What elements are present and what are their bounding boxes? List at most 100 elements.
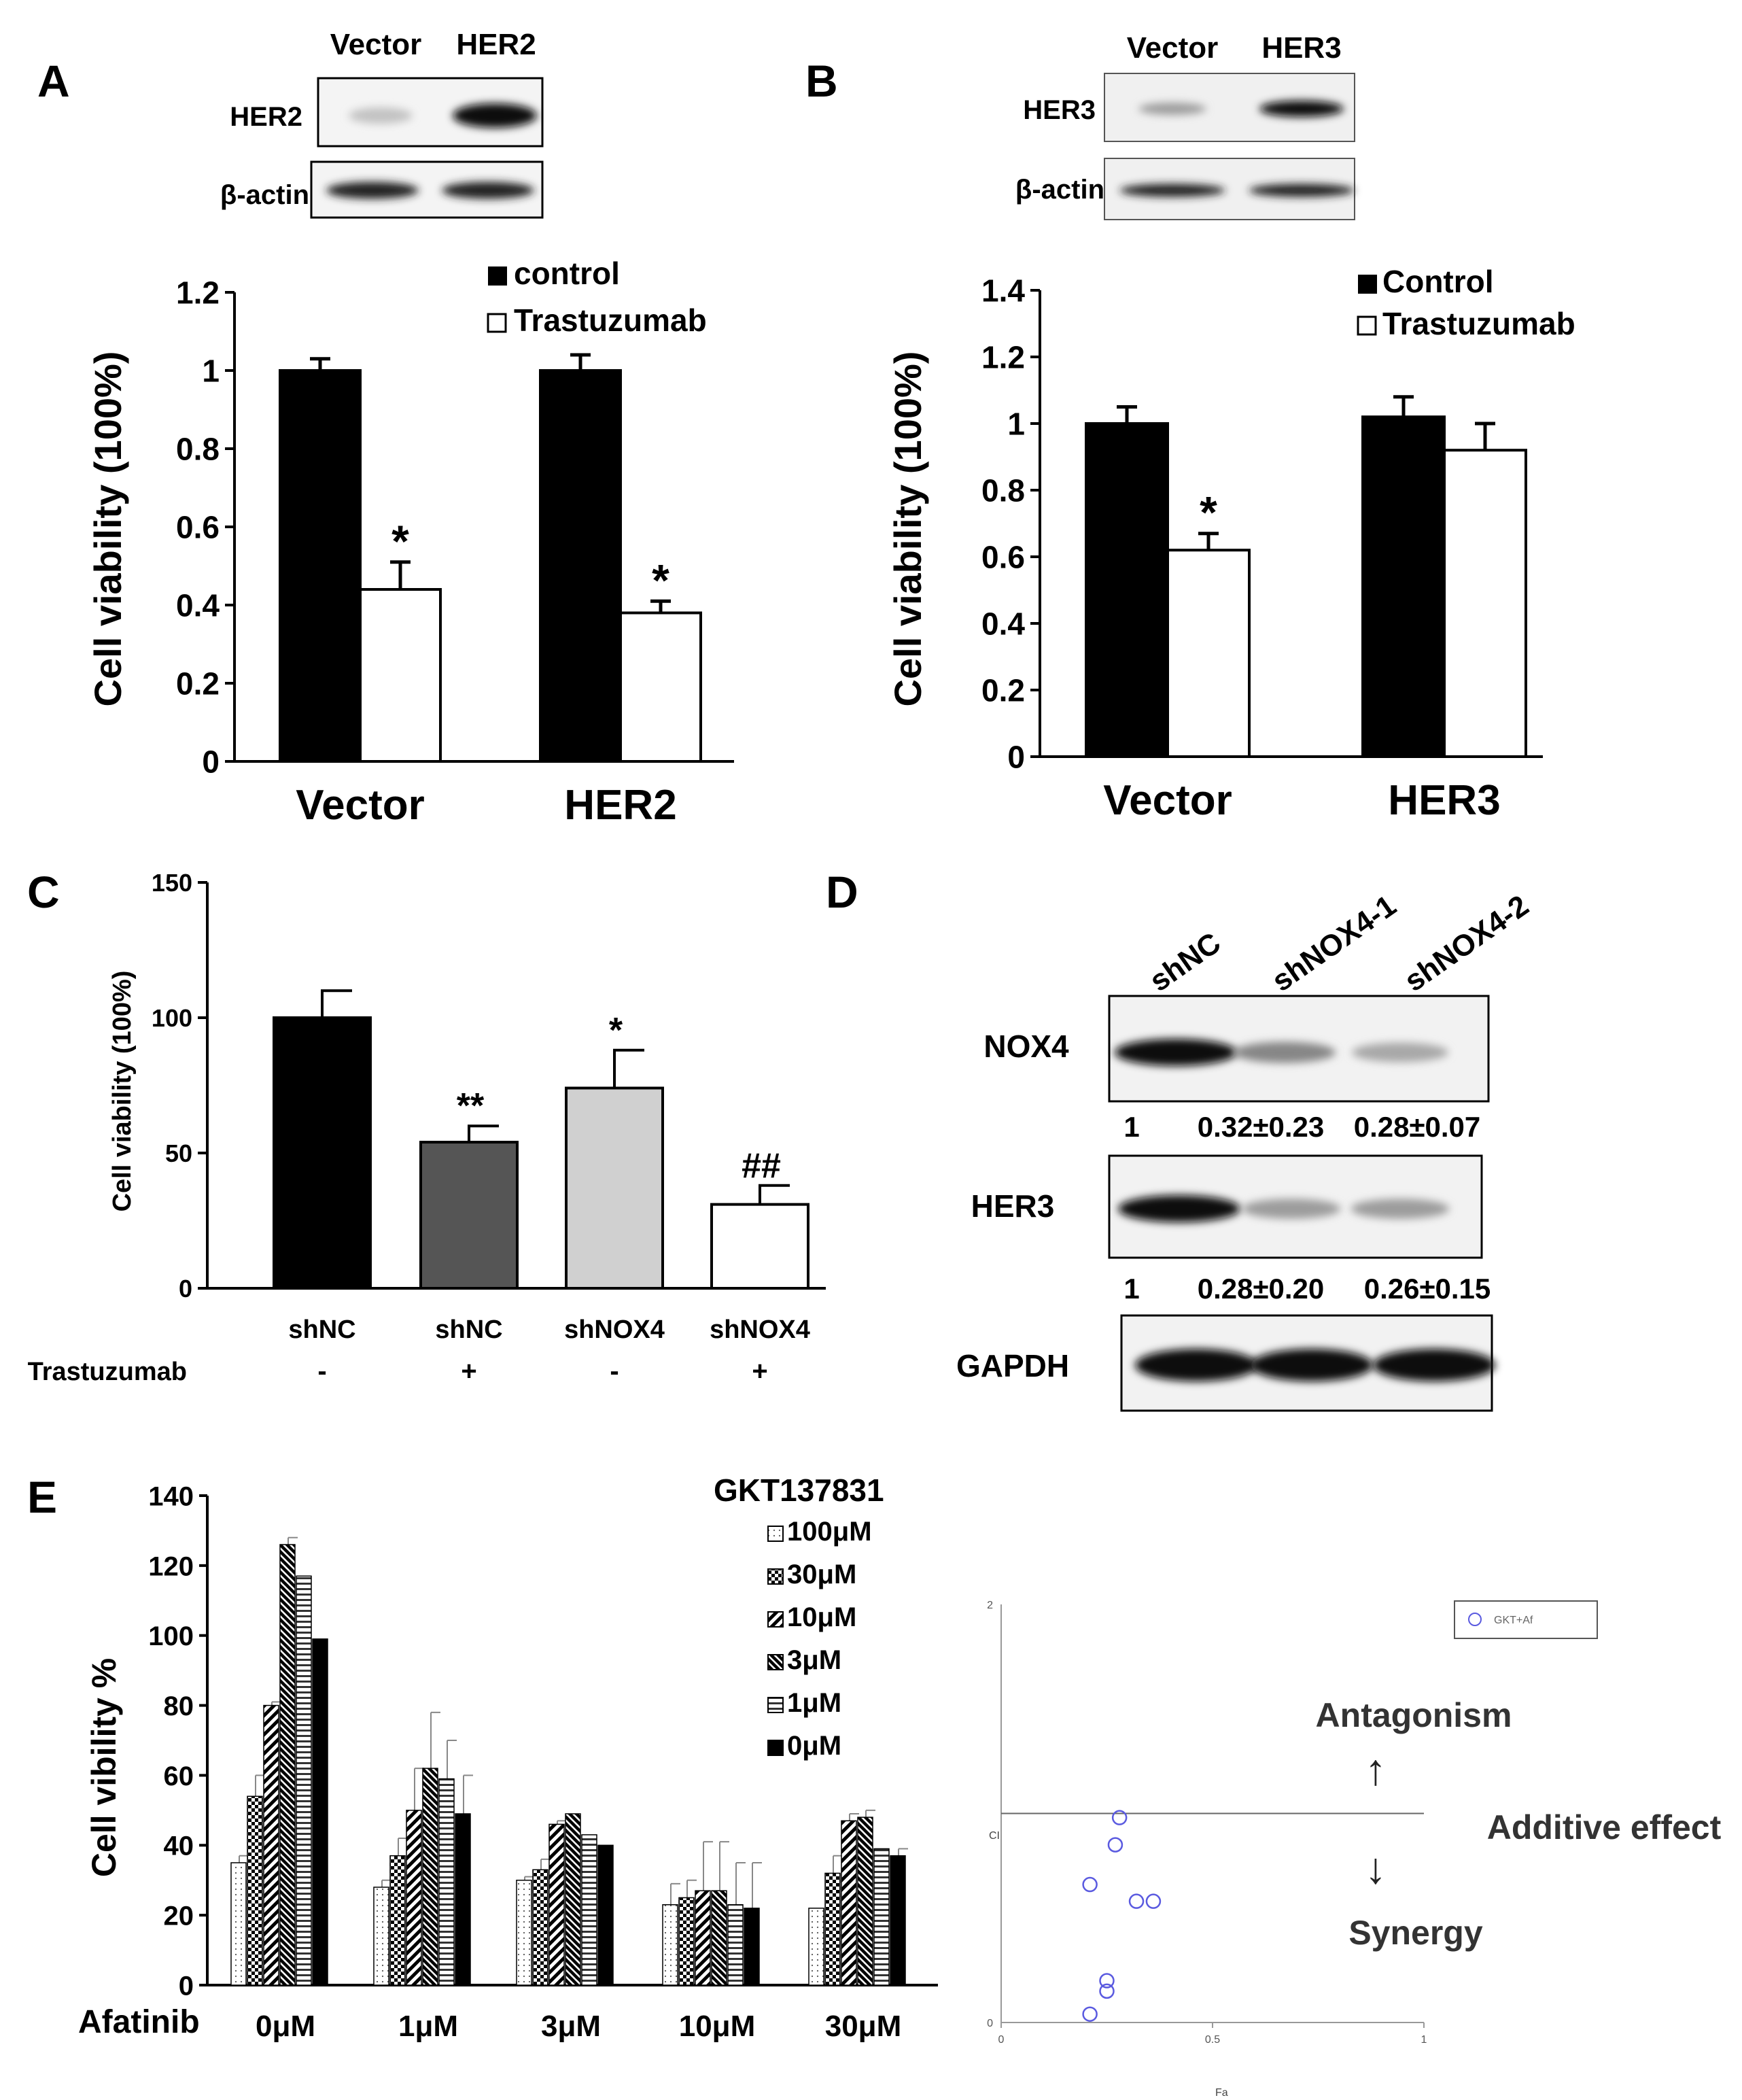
chart-a-ylabel: Cell viability (100%) xyxy=(86,351,129,707)
chart-e-legend-label: 30μM xyxy=(787,1560,856,1589)
chart-b-bar-trastuzumab xyxy=(1443,449,1527,758)
chart-e2-y-tick-label: 0 xyxy=(987,2018,993,2029)
chart-b-ylabel: Cell viability (100%) xyxy=(886,351,929,707)
blot-d-row-nox4-label: NOX4 xyxy=(983,1029,1069,1064)
chart-e-bar-30μM xyxy=(247,1795,263,1986)
chart-e-legend-label: 10μM xyxy=(787,1602,856,1632)
chart-e-legend-label: 100μM xyxy=(787,1517,872,1547)
chart-e2-y-tick-label: 2 xyxy=(987,1600,993,1611)
blot-d-her3-quant-3: 0.26±0.15 xyxy=(1364,1273,1491,1305)
chart-a-bar-control xyxy=(539,369,622,763)
chart-e-legend-label: 3μM xyxy=(787,1645,841,1675)
chart-e: 0 20 40 60 80 100 120 140 0μM 1μM 3μM 10μM 30μM Cell… xyxy=(78,1473,938,2043)
chart-e2-annotation-additive: Additive effect xyxy=(1487,1808,1722,1846)
chart-b-legend-control: Control xyxy=(1382,264,1494,299)
arrow-up-icon: ↑ xyxy=(1365,1745,1387,1794)
chart-a-significance-mark: * xyxy=(652,555,669,605)
chart-b-y-tick-label: 1 xyxy=(1007,407,1025,442)
chart-e-y-tick-label: 40 xyxy=(164,1831,194,1861)
blot-a-band xyxy=(326,182,419,199)
blot-a-band xyxy=(442,182,534,199)
chart-c-y-tick-label: 100 xyxy=(152,1004,192,1032)
chart-e-bar-30μM xyxy=(678,1897,695,1986)
chart-b-y-tick-label: 0.4 xyxy=(981,606,1025,642)
chart-c-y-tick-label: 0 xyxy=(179,1275,192,1303)
blot-d-band xyxy=(1115,1039,1237,1066)
chart-e-bar-3μM xyxy=(422,1768,438,1986)
chart-e2-point xyxy=(1099,1983,1115,1999)
chart-a-y-tick-label: 1.2 xyxy=(176,275,220,311)
blot-d-band xyxy=(1135,1349,1257,1381)
chart-c-bar xyxy=(419,1141,519,1290)
chart-e-bar-30μM xyxy=(824,1872,841,1986)
blot-d-band xyxy=(1242,1199,1341,1219)
chart-e-bar-100μM xyxy=(230,1862,247,1986)
chart-e-x-tick-label: 0μM xyxy=(256,2010,315,2043)
chart-b: 0 0.2 0.4 0.6 0.8 1 1.2 1.4 Vector * HER3 Cell via… xyxy=(886,264,1575,824)
chart-e-bar-100μM xyxy=(808,1908,824,1986)
chart-a-y-tick-label: 1 xyxy=(202,354,220,389)
blot-d-nox4-quant-1: 1 xyxy=(1123,1111,1139,1143)
chart-c-x-tick-label: shNOX4 xyxy=(564,1315,665,1344)
blot-b-band xyxy=(1259,101,1344,117)
blot-b: Vector HER3 HER3 β-actin xyxy=(1015,31,1355,220)
blot-a-band xyxy=(453,103,537,128)
chart-e-title: GKT137831 xyxy=(714,1473,884,1508)
blot-a-header-her2: HER2 xyxy=(456,28,536,61)
chart-c-treatment-label: - xyxy=(610,1356,619,1386)
chart-e-bar-0μM xyxy=(744,1908,760,1986)
blot-b-header-vector: Vector xyxy=(1127,31,1219,65)
chart-e2-legend-marker xyxy=(1468,1613,1482,1626)
chart-c-bar xyxy=(565,1086,664,1290)
chart-e-bar-0μM xyxy=(312,1638,328,1986)
chart-e-x-tick-label: 3μM xyxy=(541,2010,601,2043)
panel-label-d: D xyxy=(826,867,858,917)
blot-d-band xyxy=(1233,1042,1336,1063)
chart-e-bar-10μM xyxy=(548,1823,565,1986)
blot-d-band xyxy=(1351,1042,1449,1063)
chart-e-y-tick-label: 0 xyxy=(179,1971,194,2001)
chart-c-treatment-label: + xyxy=(461,1356,476,1386)
chart-e2-point xyxy=(1145,1893,1162,1909)
blot-b-band xyxy=(1249,184,1355,197)
blot-d-row-her3-label: HER3 xyxy=(971,1188,1055,1224)
chart-b-y-tick-label: 1.2 xyxy=(981,340,1025,375)
chart-e-bar-3μM xyxy=(279,1544,296,1986)
chart-e-bar-100μM xyxy=(373,1887,389,1986)
chart-e-xlabel: Afatinib xyxy=(78,2004,200,2040)
chart-e2-annotation-antagonism: Antagonism xyxy=(1316,1696,1512,1734)
chart-e2-x-tick-label: 1 xyxy=(1421,2034,1427,2046)
chart-c-y-tick-label: 50 xyxy=(165,1139,192,1167)
chart-e-bar-3μM xyxy=(565,1813,581,1986)
chart-e-bar-10μM xyxy=(263,1704,279,1986)
chart-a-y-tick-label: 0.6 xyxy=(176,510,220,545)
blot-b-row-her3-label: HER3 xyxy=(1023,95,1096,125)
chart-c-treatment-label: - xyxy=(317,1356,326,1386)
chart-e2-point xyxy=(1099,1973,1115,1989)
chart-b-y-tick-label: 1.4 xyxy=(981,273,1025,309)
chart-e2-legend-label: GKT+Af xyxy=(1494,1615,1533,1626)
chart-e-bar-30μM xyxy=(532,1869,548,1986)
chart-e-bar-1μM xyxy=(873,1848,890,1986)
chart-e2-ylabel: CI xyxy=(989,1830,1000,1842)
chart-b-y-tick-label: 0.2 xyxy=(981,673,1025,708)
chart-a-legend-swatch-control xyxy=(488,266,507,286)
chart-e-y-tick-label: 140 xyxy=(148,1481,194,1511)
chart-e-bar-3μM xyxy=(711,1890,727,1986)
blot-d-band xyxy=(1118,1195,1240,1222)
chart-a-legend-swatch-trastuzumab xyxy=(487,313,507,333)
chart-e-bar-0μM xyxy=(455,1813,471,1986)
blot-d-her3-quant-2: 0.28±0.20 xyxy=(1198,1273,1325,1305)
chart-b-legend-trastuzumab: Trastuzumab xyxy=(1382,306,1575,341)
chart-e-y-tick-label: 120 xyxy=(148,1551,194,1581)
blot-b-band xyxy=(1119,184,1225,197)
chart-e-ylabel: Cell vibility % xyxy=(85,1658,123,1877)
chart-c-bar xyxy=(710,1203,809,1290)
chart-e2-point xyxy=(1082,2006,1098,2022)
blot-d-header-shnox4-2: shNOX4-2 xyxy=(1399,889,1535,998)
chart-e2-xlabel: Fa xyxy=(1215,2087,1228,2099)
blot-d-band xyxy=(1351,1199,1450,1219)
chart-c-x-tick-label: shNC xyxy=(288,1315,355,1344)
chart-a-y-tick-label: 0 xyxy=(202,744,220,780)
blot-b-row-actin-label: β-actin xyxy=(1015,175,1104,205)
